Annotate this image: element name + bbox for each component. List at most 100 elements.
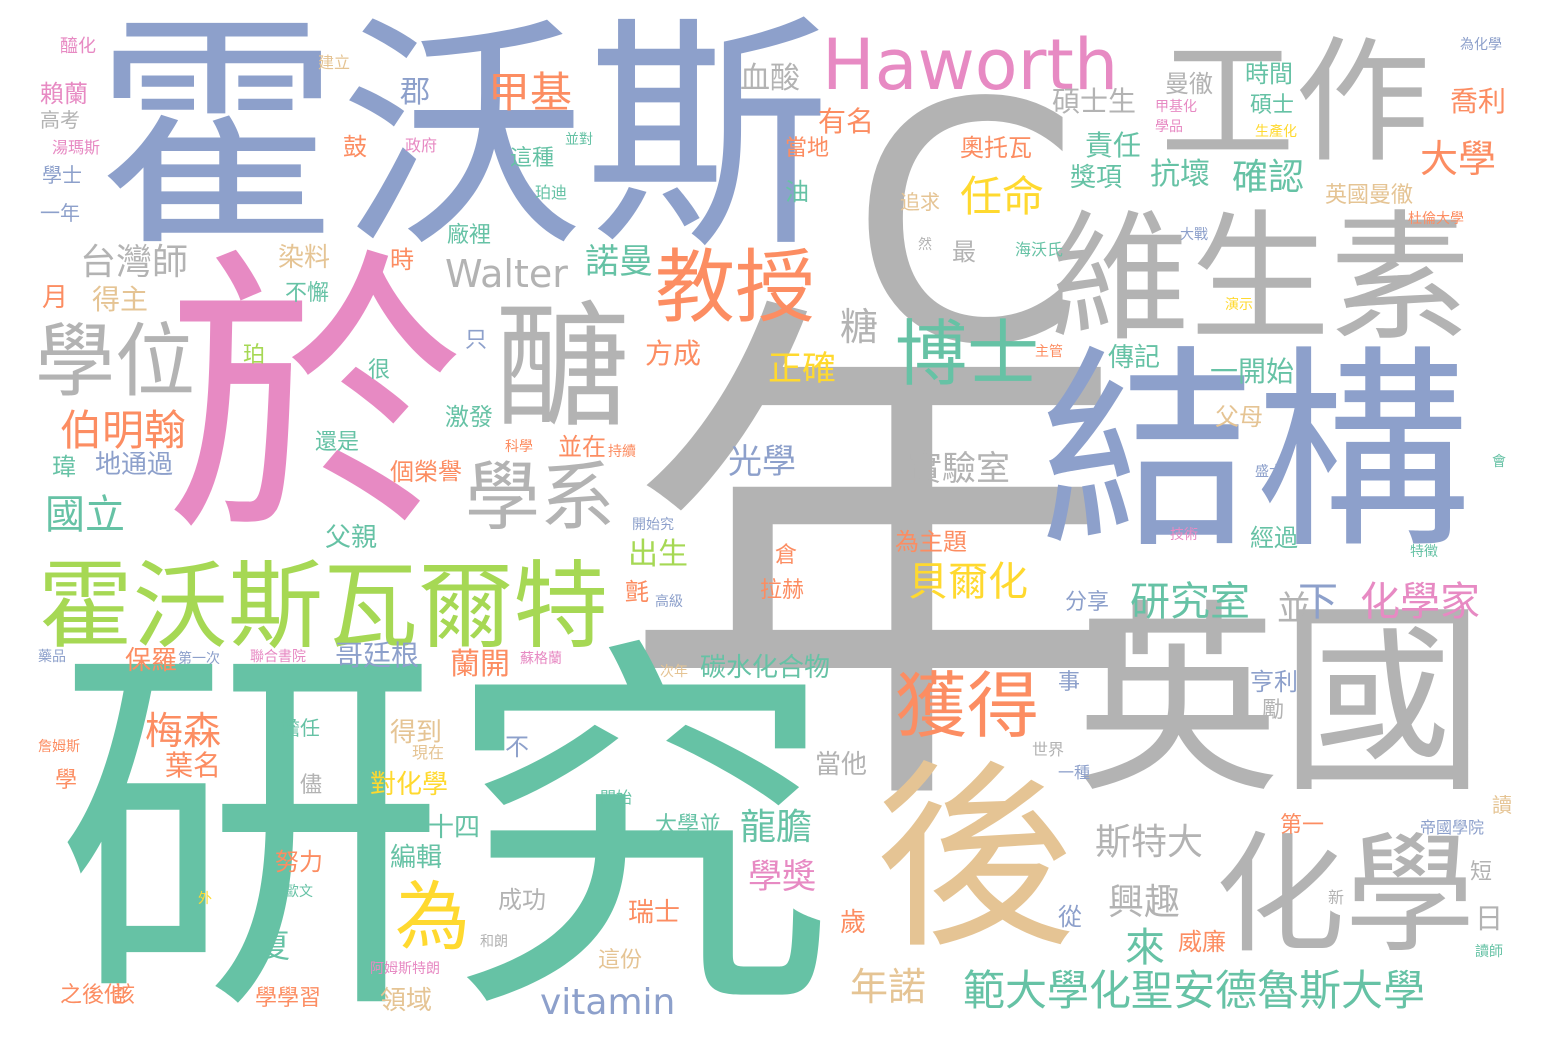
word-bu: 不	[505, 733, 529, 761]
word-longdan: 龍膽	[740, 807, 813, 848]
word-dangdi: 當地	[785, 136, 830, 161]
word-huowosiwaerte: 霍沃斯瓦爾特	[38, 552, 609, 662]
word-kaishijiu: 開始究	[632, 517, 674, 533]
word-yingguomanche: 英國曼徹	[1325, 183, 1414, 208]
word-sugelan: 蘇格蘭	[520, 651, 562, 667]
word-lingyu: 領域	[380, 986, 433, 1016]
word-gerongyu: 個榮譽	[390, 458, 462, 486]
word-you: 油	[785, 178, 809, 206]
word-baoluo: 保羅	[125, 646, 178, 676]
word-walter: Walter	[445, 252, 568, 296]
word-jiaoshou: 教授	[655, 241, 815, 334]
word-zhan: 氈	[625, 578, 649, 606]
word-renming: 任命	[960, 172, 1045, 221]
word-qiaoli: 喬利	[1450, 85, 1507, 118]
word-lahe: 拉赫	[760, 578, 805, 603]
word-fandaxue: 範大學化聖安德魯斯大學	[963, 966, 1426, 1015]
word-podi: 珀迪	[535, 183, 568, 202]
word-chixu: 持續	[608, 444, 636, 460]
word-fumu: 父母	[1215, 403, 1263, 431]
word-yanjiu: 研究	[55, 608, 835, 1052]
word-shengchanhua: 生產化	[1255, 124, 1297, 140]
word-jishu: 技術	[1170, 527, 1198, 543]
word-jiajihua: 甲基化	[1155, 99, 1197, 115]
word-ruishi: 瑞士	[628, 898, 681, 928]
word-tanshui: 碳水化合物	[700, 653, 831, 683]
word-shisi: 十四	[428, 813, 481, 843]
word-chusheng: 出生	[628, 537, 688, 572]
word-shijian: 時間	[1245, 60, 1293, 88]
word-fuqin: 父親	[325, 523, 378, 553]
word-zhanmusi: 詹姆斯	[38, 739, 80, 755]
word-bingzai: 並在	[558, 433, 606, 461]
word-dazhan: 大戰	[1180, 227, 1208, 243]
word-niannuo: 年諾	[850, 965, 927, 1009]
word-zhuguan: 主管	[1035, 344, 1063, 360]
word-vitamin: vitamin	[540, 982, 676, 1023]
word-xueshi: 學士	[42, 163, 82, 187]
word-huaxue: 化學	[1215, 819, 1476, 971]
word-zhengque: 正確	[768, 349, 836, 389]
word-ri: 日	[1475, 902, 1504, 935]
word-kexue: 科學	[505, 439, 533, 455]
word-shengda: 盛大	[1255, 464, 1283, 480]
word-shi2: 事	[1058, 670, 1081, 695]
word-xia2: 夏	[258, 927, 291, 965]
word-xuesuan: 血酸	[740, 61, 800, 96]
word-tezheng: 特徵	[1410, 544, 1438, 560]
word-guangxue: 光學	[728, 442, 796, 482]
word-xuepin: 學品	[1155, 119, 1183, 135]
word-yanjiushi: 研究室	[1130, 579, 1250, 625]
word-shuoshi: 碩士	[1250, 93, 1295, 118]
word-gu: 鼓	[343, 133, 367, 161]
word-yue: 月	[42, 283, 69, 313]
word-changli: 廠裡	[447, 223, 492, 248]
word-fangcheng: 方成	[645, 337, 702, 370]
word-yikaishi: 一開始	[1210, 355, 1295, 388]
word-nuoman: 諾曼	[585, 242, 653, 282]
word-manche: 曼徹	[1165, 70, 1213, 98]
word-weihuaxue: 為化學	[1460, 37, 1502, 53]
word-dushi: 讀師	[1475, 944, 1503, 960]
word-diyi: 第一	[1280, 813, 1325, 838]
word-dulundaxue: 杜倫大學	[1408, 211, 1464, 227]
word-ouwen: 歐文	[285, 884, 313, 900]
word-helang: 和朗	[480, 934, 508, 950]
word-diguoxueyuan: 帝國學院	[1420, 818, 1485, 837]
word-tangmasi: 湯瑪斯	[52, 138, 101, 157]
word-yaopin: 藥品	[38, 649, 66, 665]
word-haiwoshi: 海沃氏	[1015, 240, 1064, 259]
word-haishi: 還是	[315, 430, 360, 455]
word-c: C	[850, 33, 1081, 417]
word-gaoji: 高級	[655, 594, 683, 610]
word-xin: 新	[1328, 888, 1345, 907]
word-cang: 倉	[775, 543, 798, 568]
word-xihua: 醯化	[60, 36, 96, 57]
word-kanghuai: 抗壞	[1150, 157, 1210, 192]
word-dangta: 當他	[815, 750, 868, 780]
word-hen: 很	[368, 358, 391, 383]
word-fenxiang: 分享	[1065, 590, 1110, 615]
word-taiwanshi: 台灣師	[80, 242, 189, 283]
word-nuli: 努力	[275, 848, 323, 876]
word-zhihouta: 之後他	[60, 983, 127, 1008]
word-du: 讀	[1492, 793, 1512, 817]
word-weishengsu: 維生素	[1050, 198, 1471, 361]
word-shiyanshi: 實驗室	[908, 449, 1010, 489]
word-aotuowa: 奧托瓦	[960, 134, 1032, 162]
word-jifa: 激發	[445, 403, 493, 431]
word-cinian: 次年	[660, 664, 688, 680]
word-zhuiqiu: 追求	[900, 190, 940, 214]
word-lai: 來	[1125, 925, 1165, 971]
word-meisen: 梅森	[145, 709, 222, 753]
word-sitedai: 斯特大	[1095, 822, 1204, 863]
word-yinian: 一年	[40, 201, 80, 225]
word-bing: 並	[1277, 589, 1311, 629]
word-wei2: 瑋	[52, 453, 76, 481]
word-yeming: 葉名	[165, 749, 222, 782]
word-tang2: 糖	[840, 305, 879, 349]
word-dezhu: 得主	[92, 283, 149, 316]
word-dedao: 得到	[390, 718, 443, 748]
word-buxie: 不懈	[285, 281, 330, 306]
